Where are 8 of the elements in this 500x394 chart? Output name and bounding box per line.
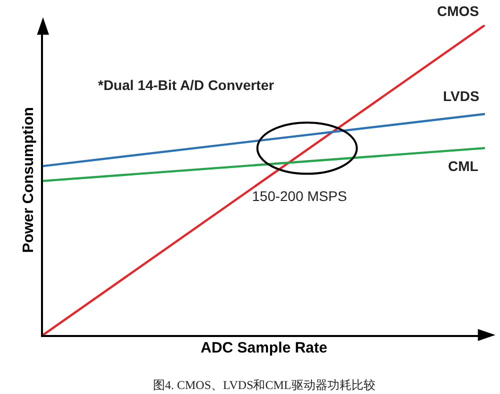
annotation: *Dual 14-Bit A/D Converter [98,77,275,93]
series-label: CMOS [437,3,479,19]
series-label: CML [448,158,479,174]
annotation: 150-200 MSPS [252,188,347,204]
x-axis-title: ADC Sample Rate [200,340,328,356]
series-label: LVDS [443,88,480,104]
caption: 图4. CMOS、LVDS和CML驱动器功耗比较 [153,378,376,392]
y-axis-title: Power Consumption [20,107,37,253]
